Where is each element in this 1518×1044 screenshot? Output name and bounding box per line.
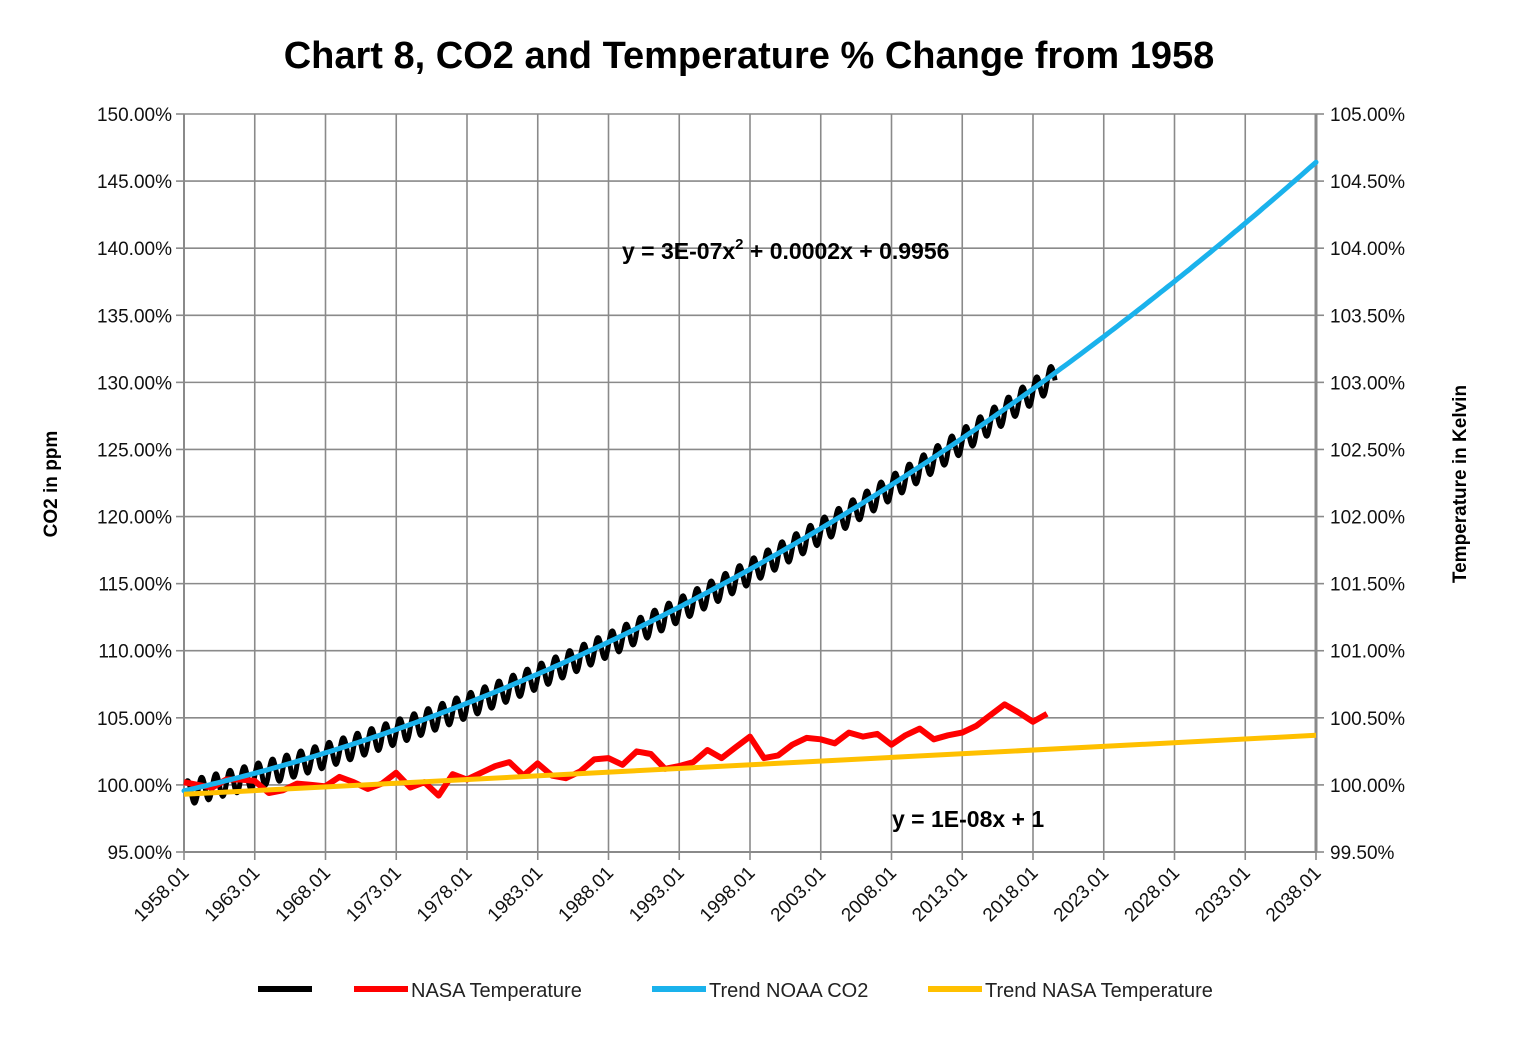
- co2-trend-equation: y = 3E-07x2 + 0.0002x + 0.9956: [622, 236, 949, 264]
- x-tick-label: 2003.01: [767, 863, 830, 926]
- y-right-tick-label: 99.50%: [1330, 843, 1395, 864]
- legend-label-trend-temperature: Trend NASA Temperature: [985, 980, 1213, 1002]
- x-tick-label: 2013.01: [908, 863, 971, 926]
- y-right-tick-label: 104.50%: [1330, 172, 1405, 193]
- y-left-tick-label: 100.00%: [97, 776, 172, 797]
- y-right-tick-label: 102.50%: [1330, 440, 1405, 461]
- x-tick-label: 1998.01: [696, 863, 759, 926]
- y-right-tick-label: 104.00%: [1330, 239, 1405, 260]
- y-left-tick-label: 110.00%: [98, 642, 172, 663]
- x-tick-label: 2008.01: [838, 863, 901, 926]
- x-tick-label: 1968.01: [272, 863, 335, 926]
- series-layer: [181, 159, 1319, 806]
- y-left-tick-label: 150.00%: [97, 105, 172, 126]
- legend-label-nasa-temperature: NASA Temperature: [411, 980, 582, 1002]
- co2-equation-rest: + 0.0002x + 0.9956: [744, 238, 950, 264]
- co2-equation-base: y = 3E-07x: [622, 238, 735, 264]
- chart-title: Chart 8, CO2 and Temperature % Change fr…: [284, 35, 1215, 77]
- x-tick-label: 2038.01: [1262, 863, 1325, 926]
- x-tick-label: 1958.01: [130, 863, 193, 926]
- y-left-tick-label: 125.00%: [97, 440, 172, 461]
- tick-labels: 150.00% 105.00% 145.00% 104.50% 140.00% 104.0…: [97, 105, 1405, 926]
- temp-trend-equation: y = 1E-08x + 1: [892, 806, 1044, 832]
- y-right-tick-label: 101.50%: [1330, 575, 1405, 596]
- y-right-tick-label: 100.50%: [1330, 709, 1405, 730]
- legend-label-trend-co2: Trend NOAA CO2: [709, 980, 868, 1002]
- x-tick-label: 1993.01: [625, 863, 688, 926]
- y-left-tick-label: 145.00%: [97, 172, 172, 193]
- x-tick-label: 2018.01: [979, 863, 1042, 926]
- y-right-tick-label: 102.00%: [1330, 508, 1405, 529]
- co2-equation-exponent: 2: [735, 236, 743, 253]
- y-left-tick-label: 130.00%: [97, 373, 172, 394]
- y-right-tick-label: 105.00%: [1330, 105, 1405, 126]
- y-axis-left-title: CO2 in ppm: [41, 431, 62, 538]
- y-left-tick-label: 140.00%: [97, 239, 172, 260]
- y-left-tick-label: 135.00%: [97, 306, 172, 327]
- y-left-tick-label: 120.00%: [97, 508, 172, 529]
- y-left-tick-label: 95.00%: [108, 843, 173, 864]
- series-co2-data: [184, 364, 1058, 806]
- y-left-tick-label: 115.00%: [98, 575, 172, 596]
- x-tick-label: 2033.01: [1191, 863, 1254, 926]
- x-tick-label: 1978.01: [413, 863, 476, 926]
- x-tick-label: 2023.01: [1050, 863, 1113, 926]
- axes: [176, 113, 1324, 860]
- y-right-tick-label: 103.00%: [1330, 373, 1405, 394]
- y-right-tick-label: 100.00%: [1330, 776, 1405, 797]
- x-tick-label: 1963.01: [201, 863, 264, 926]
- y-right-tick-label: 103.50%: [1330, 306, 1405, 327]
- series-trend-co2: [181, 159, 1319, 794]
- legend: NASA Temperature Trend NOAA CO2 Trend NA…: [258, 980, 1213, 1002]
- y-axis-right-title: Temperature in Kelvin: [1450, 385, 1471, 583]
- y-right-tick-label: 101.00%: [1330, 642, 1405, 663]
- y-left-tick-label: 105.00%: [97, 709, 172, 730]
- x-tick-label: 1973.01: [342, 863, 405, 926]
- series-trend-temperature: [183, 732, 1317, 797]
- x-tick-label: 2028.01: [1121, 863, 1184, 926]
- x-tick-label: 1988.01: [555, 863, 618, 926]
- x-tick-label: 1983.01: [484, 863, 547, 926]
